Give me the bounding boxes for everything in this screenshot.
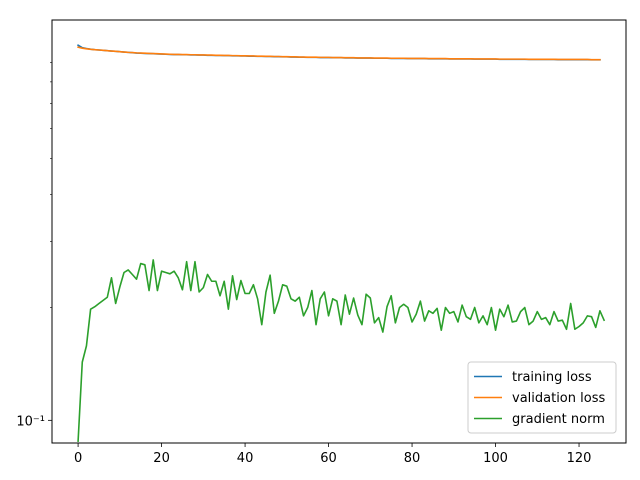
series-line-gradient-norm bbox=[77, 259, 606, 442]
axes-frame bbox=[51, 19, 627, 444]
legend-label: gradient norm bbox=[512, 412, 605, 427]
series-layer bbox=[76, 44, 606, 442]
x-tick-label: 20 bbox=[153, 451, 170, 466]
x-tick-label: 40 bbox=[237, 451, 254, 466]
y-tick-label: 10⁻¹ bbox=[16, 414, 45, 429]
ticks-layer: 0 20 40 60 80 100 120 10⁻¹ bbox=[16, 62, 592, 466]
legend-label: training loss bbox=[512, 370, 592, 385]
x-tick-label: 60 bbox=[320, 451, 337, 466]
x-tick-label: 100 bbox=[483, 451, 508, 466]
series-line-validation-loss bbox=[77, 46, 601, 61]
legend-label: validation loss bbox=[512, 391, 605, 406]
x-tick-label: 80 bbox=[404, 451, 421, 466]
legend: training loss validation loss gradient nor… bbox=[467, 361, 617, 434]
x-tick-label: 0 bbox=[74, 451, 82, 466]
x-tick-label: 120 bbox=[567, 451, 592, 466]
legend-box bbox=[467, 361, 617, 434]
